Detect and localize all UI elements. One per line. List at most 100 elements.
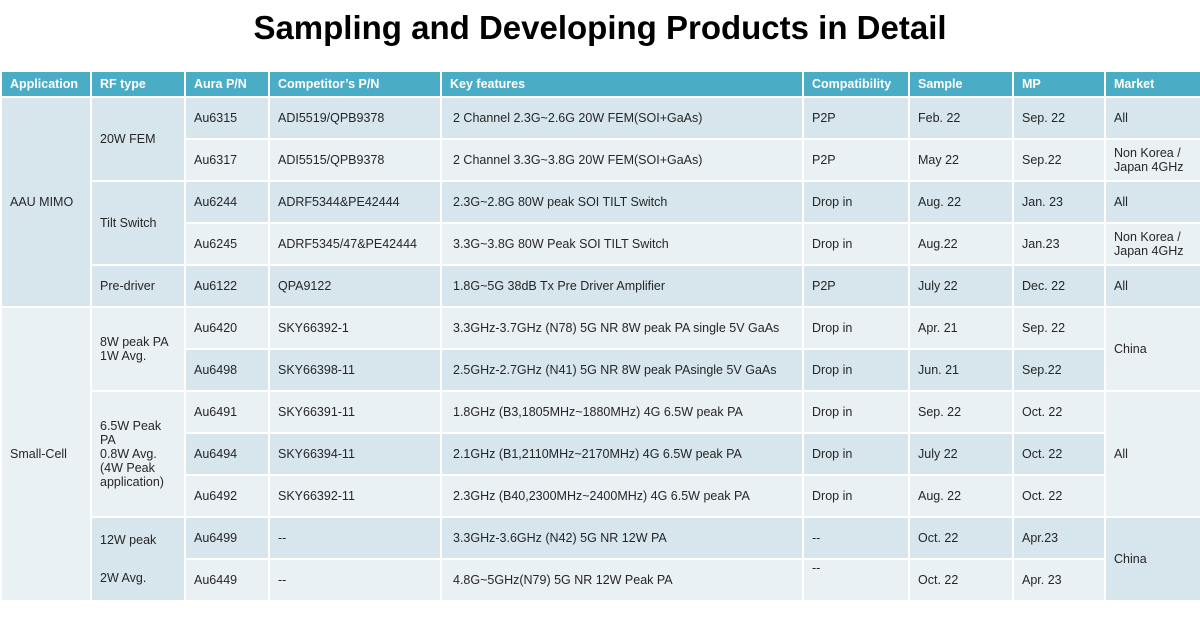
cell-sample: May 22 — [908, 138, 1014, 182]
cell-market: All — [1104, 390, 1200, 518]
column-header-rf-type: RF type — [90, 70, 186, 98]
table-row: 12W peak 2W Avg. Au6499 -- 3.3GHz-3.6GHz… — [1, 516, 1200, 602]
table-row: Au6317 ADI5515/QPB9378 2 Channel 3.3G~3.… — [1, 138, 1200, 182]
cell-aura-pn: Au6315 — [184, 96, 270, 140]
cell-key-features: 2.1GHz (B1,2110MHz~2170MHz) 4G 6.5W peak… — [440, 432, 804, 476]
cell-competitor-pn: QPA9122 — [268, 264, 442, 308]
column-header-market: Market — [1104, 70, 1200, 98]
cell-rf-type: 6.5W Peak PA 0.8W Avg. (4W Peak applicat… — [90, 390, 186, 518]
table-row: Au6498 SKY66398-11 2.5GHz-2.7GHz (N41) 5… — [1, 348, 1200, 392]
table-row: 6.5W Peak PA 0.8W Avg. (4W Peak applicat… — [1, 390, 1200, 518]
cell-sample: Aug. 22 — [908, 474, 1014, 518]
products-table: Application RF type Aura P/N Competitor’… — [0, 70, 1200, 602]
cell-mp: Dec. 22 — [1012, 264, 1106, 308]
cell-key-features: 3.3GHz-3.7GHz (N78) 5G NR 8W peak PA sin… — [440, 306, 804, 350]
cell-sample: Oct. 22 — [908, 516, 1014, 560]
cell-key-features: 3.3G~3.8G 80W Peak SOI TILT Switch — [440, 222, 804, 266]
cell-key-features: 2 Channel 3.3G~3.8G 20W FEM(SOI+GaAs) — [440, 138, 804, 182]
cell-mp: Jan.23 — [1012, 222, 1106, 266]
cell-application-group: AAU MIMO — [0, 96, 92, 308]
cell-competitor-pn: -- — [268, 516, 442, 560]
page-title: Sampling and Developing Products in Deta… — [253, 9, 947, 46]
cell-key-features: 2.5GHz-2.7GHz (N41) 5G NR 8W peak PAsing… — [440, 348, 804, 392]
cell-key-features: 2.3G~2.8G 80W peak SOI TILT Switch — [440, 180, 804, 224]
cell-application-group: Small-Cell — [0, 306, 92, 602]
cell-aura-pn: Au6420 — [184, 306, 270, 350]
cell-key-features: 3.3GHz-3.6GHz (N42) 5G NR 12W PA — [440, 516, 804, 560]
table-row: Au6245 ADRF5345/47&PE42444 3.3G~3.8G 80W… — [1, 222, 1200, 266]
cell-compatibility: Drop in — [802, 180, 910, 224]
cell-key-features: 4.8G~5GHz(N79) 5G NR 12W Peak PA — [440, 558, 804, 602]
cell-competitor-pn: SKY66391-11 — [268, 390, 442, 434]
cell-compatibility: P2P — [802, 264, 910, 308]
cell-aura-pn: Au6499 — [184, 516, 270, 560]
cell-mp: Sep. 22 — [1012, 306, 1106, 350]
cell-competitor-pn: SKY66392-11 — [268, 474, 442, 518]
cell-key-features: 2.3GHz (B40,2300MHz~2400MHz) 4G 6.5W pea… — [440, 474, 804, 518]
cell-competitor-pn: SKY66392-1 — [268, 306, 442, 350]
rf-type-line-bottom: 2W Avg. — [100, 571, 147, 585]
cell-compatibility: P2P — [802, 96, 910, 140]
cell-competitor-pn: SKY66398-11 — [268, 348, 442, 392]
cell-mp: Oct. 22 — [1012, 432, 1106, 476]
table-row: Pre-driver Au6122 QPA9122 1.8G~5G 38dB T… — [1, 264, 1200, 308]
table-row: Small-Cell 8W peak PA 1W Avg. Au6420 SKY… — [0, 306, 1200, 602]
header-row: Application RF type Aura P/N Competitor’… — [0, 70, 1200, 98]
cell-mp: Sep. 22 — [1012, 96, 1106, 140]
cell-rf-type: 12W peak 2W Avg. — [90, 516, 186, 602]
cell-rf-type: 8W peak PA 1W Avg. — [90, 306, 186, 392]
cell-rf-type: Pre-driver — [90, 264, 186, 308]
cell-aura-pn: Au6245 — [184, 222, 270, 266]
cell-mp: Jan. 23 — [1012, 180, 1106, 224]
column-header-aura-pn: Aura P/N — [184, 70, 270, 98]
column-header-sample: Sample — [908, 70, 1014, 98]
cell-compatibility: Drop in — [802, 390, 910, 434]
cell-market: China — [1104, 516, 1200, 602]
cell-aura-pn: Au6244 — [184, 180, 270, 224]
cell-mp: Apr. 23 — [1012, 558, 1106, 602]
column-header-application: Application — [0, 70, 92, 98]
column-header-competitor-pn: Competitor’s P/N — [268, 70, 442, 98]
table-row: Tilt Switch Au6244 ADRF5344&PE42444 2.3G… — [1, 180, 1200, 266]
cell-sample: Oct. 22 — [908, 558, 1014, 602]
cell-compatibility: Drop in — [802, 432, 910, 476]
cell-compatibility: Drop in — [802, 474, 910, 518]
cell-mp: Oct. 22 — [1012, 474, 1106, 518]
cell-competitor-pn: -- — [268, 558, 442, 602]
cell-sample: July 22 — [908, 264, 1014, 308]
cell-sample: Aug. 22 — [908, 180, 1014, 224]
cell-sample: Sep. 22 — [908, 390, 1014, 434]
cell-market: Non Korea / Japan 4GHz — [1104, 138, 1200, 182]
rf-type-line-top: 12W peak — [100, 533, 157, 547]
cell-mp: Sep.22 — [1012, 348, 1106, 392]
cell-key-features: 1.8G~5G 38dB Tx Pre Driver Amplifier — [440, 264, 804, 308]
cell-compatibility: P2P — [802, 138, 910, 182]
cell-competitor-pn: SKY66394-11 — [268, 432, 442, 476]
cell-competitor-pn: ADI5515/QPB9378 — [268, 138, 442, 182]
cell-aura-pn: Au6492 — [184, 474, 270, 518]
cell-sample: Apr. 21 — [908, 306, 1014, 350]
column-header-compatibility: Compatibility — [802, 70, 910, 98]
table-row: Au6449 -- 4.8G~5GHz(N79) 5G NR 12W Peak … — [1, 558, 1200, 602]
cell-competitor-pn: ADI5519/QPB9378 — [268, 96, 442, 140]
cell-aura-pn: Au6449 — [184, 558, 270, 602]
cell-competitor-pn: ADRF5345/47&PE42444 — [268, 222, 442, 266]
cell-market: Non Korea / Japan 4GHz — [1104, 222, 1200, 266]
table-row: Au6492 SKY66392-11 2.3GHz (B40,2300MHz~2… — [1, 474, 1200, 518]
cell-aura-pn: Au6491 — [184, 390, 270, 434]
cell-mp: Apr.23 — [1012, 516, 1106, 560]
cell-compatibility: -- — [802, 558, 910, 602]
cell-market: All — [1104, 180, 1200, 224]
cell-market: All — [1104, 264, 1200, 308]
cell-sample: Feb. 22 — [908, 96, 1014, 140]
cell-compatibility: Drop in — [802, 306, 910, 350]
cell-rf-type: 20W FEM — [90, 96, 186, 182]
cell-key-features: 2 Channel 2.3G~2.6G 20W FEM(SOI+GaAs) — [440, 96, 804, 140]
cell-compatibility: -- — [802, 516, 910, 560]
cell-compatibility: Drop in — [802, 222, 910, 266]
cell-sample: July 22 — [908, 432, 1014, 476]
cell-aura-pn: Au6494 — [184, 432, 270, 476]
cell-competitor-pn: ADRF5344&PE42444 — [268, 180, 442, 224]
cell-aura-pn: Au6498 — [184, 348, 270, 392]
